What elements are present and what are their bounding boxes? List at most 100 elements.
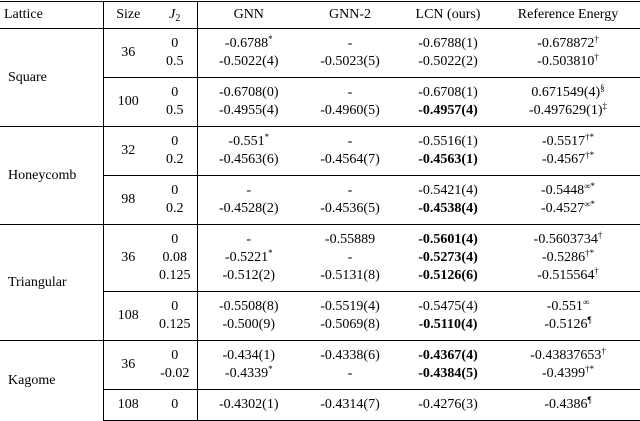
lcn-energy: -0.5022(2) (418, 54, 478, 69)
reference-energy: -0.4527∞* (496, 200, 640, 225)
footnote-mark: ‡ (602, 101, 608, 111)
cell-value: -0.4339 (224, 366, 269, 381)
reference-energy: -0.515564† (496, 267, 640, 292)
header-cell: Size (103, 1, 153, 29)
reference-energy: -0.5126¶ (496, 316, 640, 341)
cell-value: -0.4399 (541, 366, 586, 381)
table-header: Lattice Size J2 GNN GNN-2 LCN (ours) Ref… (0, 1, 640, 29)
table-row: Honeycomb 32 0 -0.551* - -0.5516(1) -0.5517†* (0, 126, 640, 225)
gnn2-energy: - (347, 366, 353, 381)
gnn-energy: -0.4528(2) (219, 201, 279, 216)
gnn2-energy: - (300, 175, 400, 200)
footnote-mark: †* (585, 150, 595, 160)
gnn-energy: -0.512(2) (222, 268, 276, 283)
table-row: Triangular 36 0- -0.55889 -0.5601(4) -0.56037… (0, 224, 640, 341)
table-row: 108 0 -0.5508(8) -0.5519(4) -0.5475(4) -0.551… (0, 291, 640, 341)
gnn-energy: -0.434(1) (197, 340, 300, 365)
footnote-mark: * (268, 34, 273, 44)
lcn-energy: -0.4538(4) (400, 200, 496, 225)
j2: 0.125 (153, 316, 198, 341)
table-row: 0.2 -0.4563(6) -0.4564(7) -0.4563(1) -0.4567… (0, 151, 640, 176)
lattice-name: Kagome (0, 340, 104, 421)
gnn2-energy: -0.5519(4) (300, 291, 400, 316)
footnote-mark: † (601, 346, 606, 356)
cell-value: -0.6788 (224, 36, 269, 51)
j2: 0.08 (153, 249, 198, 267)
header-cell: Lattice (0, 1, 104, 29)
gnn-energy: -0.5022(4) (219, 54, 279, 69)
gnn2-energy: -0.5069(8) (320, 317, 380, 332)
cell-value: -0.5273(4) (418, 250, 478, 265)
reference-energy: 0.671549(4)§ (496, 77, 640, 102)
lattice-name: Square (0, 28, 104, 127)
size: 36 (103, 224, 153, 292)
header-cell: Reference Energy (496, 1, 640, 29)
footnote-mark: † (594, 52, 599, 62)
footnote-mark: § (600, 83, 605, 93)
j2: 0 (153, 175, 198, 200)
lcn-energy: -0.4384(5) (400, 365, 496, 390)
j2: 0 (153, 224, 198, 249)
reference-energy: -0.5448∞* (496, 175, 640, 200)
reference-energy: -0.4567†* (496, 151, 640, 176)
table-row: -0.02 -0.4339* - -0.4384(5) -0.4399†* (0, 365, 640, 390)
cell-value: -0.5110(4) (418, 317, 478, 332)
j2: 0 (153, 291, 198, 316)
size: 98 (103, 175, 153, 225)
lcn-energy: -0.5516(1) (400, 126, 496, 151)
gnn-energy: -0.5221* (197, 249, 300, 267)
footnote-mark: * (264, 132, 270, 142)
header-cell: J2 (153, 1, 198, 29)
gnn2-energy: - (300, 28, 400, 53)
footnote-mark: † (594, 34, 599, 44)
gnn2-energy: - (347, 250, 353, 265)
j2: 0.5 (153, 102, 198, 127)
size: 36 (103, 340, 153, 390)
footnote-mark: †* (585, 132, 595, 142)
reference-energy: -0.5286†* (496, 249, 640, 267)
gnn-energy: -0.4955(4) (219, 103, 279, 118)
size: 108 (103, 291, 153, 341)
reference-energy: -0.503810† (496, 53, 640, 78)
j2: 0 (153, 28, 198, 53)
footnote-mark: ∞* (584, 181, 596, 191)
header-row: Lattice Size J2 GNN GNN-2 LCN (ours) Ref… (0, 1, 640, 29)
table-row: 0.5 -0.4955(4) -0.4960(5) -0.4957(4) -0.4976… (0, 102, 640, 127)
header-cell: GNN-2 (300, 1, 400, 29)
cell-value: -0.4567 (541, 152, 586, 167)
reference-energy: -0.4399†* (496, 365, 640, 390)
table-row: 0.5 -0.5022(4) -0.5023(5) -0.5022(2) -0.5038… (0, 53, 640, 78)
reference-energy: -0.5603734† (496, 224, 640, 249)
footnote-mark: † (597, 230, 603, 240)
gnn2-energy: - (300, 126, 400, 151)
cell-value: -0.5126(6) (418, 268, 478, 283)
reference-energy: -0.678872† (496, 28, 640, 53)
footnote-mark: †* (585, 364, 595, 374)
lcn-energy: -0.6708(1) (400, 77, 496, 102)
header-cell: LCN (ours) (400, 1, 496, 29)
footnote-mark: ∞* (584, 199, 596, 209)
lattice-name: Triangular (0, 224, 104, 341)
table-row: 0.125 -0.512(2) -0.5131(8) -0.5126(6) -0.515… (0, 267, 640, 292)
table-row: 98 0- - -0.5421(4) -0.5448∞* (0, 175, 640, 225)
size: 100 (103, 77, 153, 127)
lcn-energy: -0.5273(4) (400, 249, 496, 267)
cell-value: -0.678872 (537, 36, 595, 51)
cell-value: -0.5517 (541, 134, 586, 149)
gnn-energy: -0.4563(6) (219, 152, 279, 167)
cell-value: -0.4384(5) (418, 366, 478, 381)
gnn-energy: -0.551* (197, 126, 300, 151)
footnote-mark: ¶ (587, 315, 592, 325)
cell-value: -0.5601(4) (418, 232, 478, 247)
gnn-energy: -0.6788* (197, 28, 300, 53)
lcn-energy: -0.4276(3) (400, 389, 496, 421)
cell-value: -0.4527 (540, 201, 585, 216)
table-row: 0.08 -0.5221* - -0.5273(4) -0.5286†* (0, 249, 640, 267)
lcn-energy: -0.4367(4) (400, 340, 496, 365)
cell-value: -0.503810 (537, 54, 595, 69)
cell-value: -0.4538(4) (418, 201, 478, 216)
j2: 0.5 (153, 53, 198, 78)
gnn2-energy: -0.5131(8) (320, 268, 380, 283)
footnote-mark: † (594, 266, 599, 276)
